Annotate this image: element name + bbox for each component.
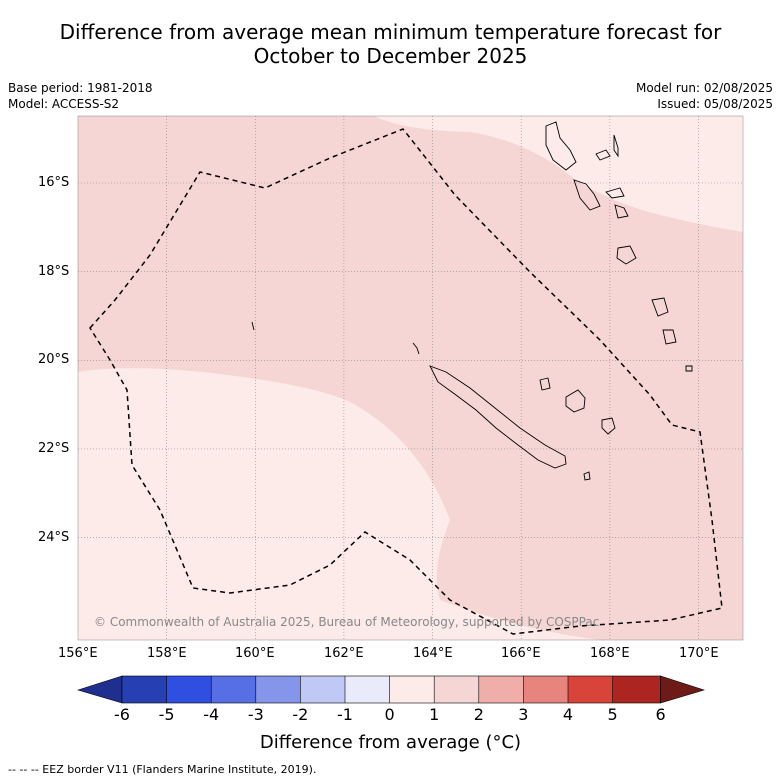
lon-label-166e: 166°E [501,646,541,661]
issued-label: Issued: 05/08/2025 [657,97,773,111]
colorbar [76,675,706,704]
copyright-text: © Commonwealth of Australia 2025, Bureau… [94,615,599,629]
anomaly-band-0-1-northeast [375,116,743,232]
lat-label-18s: 18°S [38,264,70,279]
anomaly-band-0-1-southwest [78,368,600,640]
colorbar-cell [523,676,568,703]
colorbar-cell [478,676,524,703]
colorbar-cell [568,676,613,703]
colorbar-cell [166,676,212,703]
model-run-label: Model run: 02/08/2025 [635,81,773,95]
colorbar-cell [122,676,167,703]
base-period-label: Base period: 1981-2018 [8,81,153,95]
colorbar-tick: 1 [429,705,440,724]
title-line-1: Difference from average mean minimum tem… [59,20,722,44]
colorbar-tick: 0 [384,705,395,724]
lon-label-162e: 162°E [324,646,364,661]
loyalty-island-lifou [565,389,586,413]
loyalty-island-ouvea [539,377,551,391]
lat-label-22s: 22°S [38,441,70,456]
colorbar-tick: -5 [158,705,175,724]
new-caledonia-coast [429,365,567,469]
erromango [616,245,637,265]
colorbar-title: Difference from average (°C) [259,732,522,753]
graticule [78,116,743,640]
lat-label-20s: 20°S [38,352,70,367]
colorbar-tick: -1 [337,705,353,724]
eez-border [89,128,723,635]
map-frame [77,115,744,641]
malekula [573,179,601,211]
coastlines [251,121,693,481]
colorbar-tick: 5 [607,705,618,724]
lon-label-170e: 170°E [679,646,719,661]
loyalty-island-mare [601,417,616,435]
maewo-pentecost [613,134,619,158]
lon-label-168e: 168°E [590,646,630,661]
epi [605,187,625,199]
colorbar-tick: 4 [562,705,574,724]
colorbar-lower-arrow [76,675,123,704]
colorbar-tick: -4 [203,705,220,724]
ambae [595,149,611,161]
belep-islands [412,342,420,355]
eez-footnote: -- -- -- EEZ border V11 (Flanders Marine… [8,763,317,776]
colorbar-cell [389,676,435,703]
espiritu-santo [545,121,577,171]
colorbar-tick: 2 [473,705,484,724]
efate [614,204,629,219]
lon-label-164e: 164°E [413,646,453,661]
colorbar-cell [434,676,479,703]
aneityum [662,329,677,345]
matthew-islet [685,365,693,372]
colorbar-tick: -3 [247,705,264,724]
colorbar-cell [345,676,390,703]
colorbar-cell [300,676,345,703]
lon-label-160e: 160°E [235,646,275,661]
tanna [651,297,669,317]
lat-label-24s: 24°S [38,530,70,545]
isle-of-pines [583,471,591,481]
lon-label-158e: 158°E [147,646,187,661]
colorbar-tick: -2 [292,705,309,724]
title-line-2: October to December 2025 [253,44,528,68]
colorbar-tick: -6 [114,705,130,724]
colorbar-cell [211,676,256,703]
chesterfield-islet [251,321,255,331]
colorbar-upper-arrow [660,675,706,704]
colorbar-cell [612,676,661,703]
model-label: Model: ACCESS-S2 [8,97,120,111]
colorbar-tick: 3 [518,705,529,724]
colorbar-cell [255,676,301,703]
colorbar-tick: 6 [655,705,666,724]
lon-label-156e: 156°E [58,646,98,661]
lat-label-16s: 16°S [38,175,70,190]
